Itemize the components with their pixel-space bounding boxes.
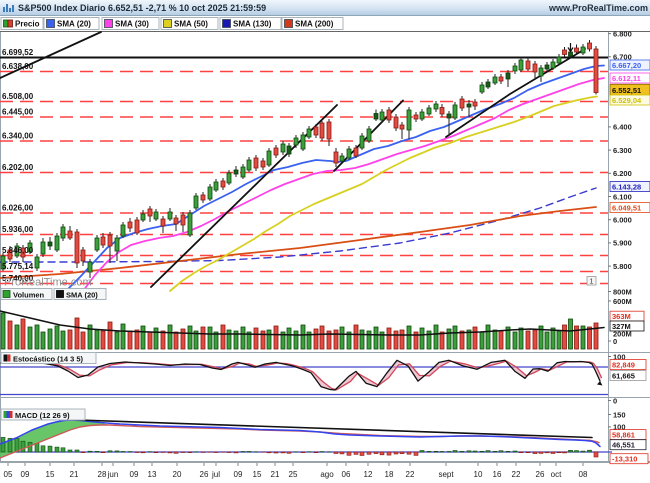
svg-text:6.700: 6.700 — [613, 53, 632, 62]
svg-text:www.ProRealTime.com: www.ProRealTime.com — [548, 3, 648, 13]
svg-text:Estocástico (14 3 5): Estocástico (14 3 5) — [13, 355, 84, 364]
svg-text:SMA (30): SMA (30) — [115, 20, 149, 29]
svg-text:oct: oct — [551, 470, 562, 479]
svg-text:SMA (50): SMA (50) — [174, 20, 208, 29]
svg-text:6.340,00: 6.340,00 — [2, 132, 34, 141]
svg-text:15: 15 — [46, 470, 55, 479]
svg-text:SMA (130): SMA (130) — [233, 20, 272, 29]
svg-text:6.202,00: 6.202,00 — [2, 163, 34, 172]
svg-text:10: 10 — [474, 470, 483, 479]
svg-text:58,861: 58,861 — [612, 431, 635, 440]
svg-text:5.775,14: 5.775,14 — [2, 262, 34, 271]
svg-text:5.936,00: 5.936,00 — [2, 225, 34, 234]
svg-text:Volumen: Volumen — [13, 291, 45, 300]
svg-text:MACD (12 26 9): MACD (12 26 9) — [15, 411, 70, 420]
svg-text:0: 0 — [613, 337, 617, 346]
svg-text:-13,310: -13,310 — [612, 455, 637, 464]
svg-text:25: 25 — [289, 470, 298, 479]
svg-text:6.026,00: 6.026,00 — [2, 204, 34, 213]
svg-text:6.100: 6.100 — [613, 192, 632, 201]
svg-text:82,849: 82,849 — [612, 361, 635, 370]
svg-text:12: 12 — [364, 470, 373, 479]
svg-text:6.200: 6.200 — [613, 169, 632, 178]
svg-text:6.445,00: 6.445,00 — [2, 108, 34, 117]
svg-text:09: 09 — [234, 470, 243, 479]
svg-text:16: 16 — [493, 470, 502, 479]
svg-text:6.400: 6.400 — [613, 123, 632, 132]
svg-text:15: 15 — [253, 470, 262, 479]
svg-text:6.612,11: 6.612,11 — [612, 74, 641, 83]
svg-text:200M: 200M — [613, 329, 632, 338]
svg-text:sept: sept — [438, 470, 454, 479]
svg-text:S&P500 Index Diario 6.652,51 -: S&P500 Index Diario 6.652,51 -2,71 % 10 … — [18, 3, 266, 13]
svg-text:08: 08 — [579, 470, 588, 479]
svg-text:ProRealTime.com: ProRealTime.com — [4, 277, 92, 289]
svg-text:600M: 600M — [613, 297, 632, 306]
svg-text:5.740,00: 5.740,00 — [2, 274, 34, 283]
svg-text:61,665: 61,665 — [612, 372, 635, 381]
svg-text:6.667,20: 6.667,20 — [612, 61, 641, 70]
svg-text:0: 0 — [613, 396, 617, 405]
svg-text:6.699,52: 6.699,52 — [2, 48, 34, 57]
svg-text:6.638,00: 6.638,00 — [2, 62, 34, 71]
svg-text:46,551: 46,551 — [612, 441, 635, 450]
svg-text:20: 20 — [173, 470, 182, 479]
svg-text:22: 22 — [512, 470, 521, 479]
svg-text:327M: 327M — [612, 322, 631, 331]
svg-text:jun: jun — [107, 470, 119, 479]
svg-text:100: 100 — [613, 423, 626, 432]
svg-text:SMA (20): SMA (20) — [57, 20, 91, 29]
svg-text:6.529,04: 6.529,04 — [612, 96, 642, 105]
svg-text:363M: 363M — [612, 312, 631, 321]
svg-text:26: 26 — [200, 470, 209, 479]
svg-text:22: 22 — [406, 470, 415, 479]
svg-text:jul: jul — [211, 470, 220, 479]
svg-text:09: 09 — [130, 470, 139, 479]
svg-text:09: 09 — [21, 470, 30, 479]
svg-text:6.508,00: 6.508,00 — [2, 92, 34, 101]
svg-text:6.300: 6.300 — [613, 146, 632, 155]
svg-text:6.552,51: 6.552,51 — [612, 86, 641, 95]
svg-text:SMA (200): SMA (200) — [295, 20, 334, 29]
svg-text:21: 21 — [70, 470, 79, 479]
svg-text:ago: ago — [320, 470, 334, 479]
svg-text:150: 150 — [613, 410, 626, 419]
svg-text:18: 18 — [385, 470, 394, 479]
svg-text:6.049,51: 6.049,51 — [612, 204, 641, 213]
svg-text:26: 26 — [536, 470, 545, 479]
svg-text:21: 21 — [271, 470, 280, 479]
svg-text:100: 100 — [613, 352, 626, 361]
svg-text:28: 28 — [98, 470, 107, 479]
svg-text:6.800: 6.800 — [613, 29, 632, 38]
svg-text:Precio: Precio — [15, 20, 40, 29]
svg-text:SMA (20): SMA (20) — [66, 291, 98, 300]
svg-text:800M: 800M — [613, 287, 632, 296]
svg-text:5.800: 5.800 — [613, 262, 632, 271]
svg-text:13: 13 — [148, 470, 157, 479]
svg-text:6.143,28: 6.143,28 — [612, 183, 641, 192]
svg-text:06: 06 — [342, 470, 351, 479]
svg-text:5.900: 5.900 — [613, 239, 632, 248]
svg-text:05: 05 — [4, 470, 13, 479]
svg-text:1: 1 — [590, 279, 594, 286]
svg-text:6.000: 6.000 — [613, 216, 632, 225]
svg-text:5.846,00: 5.846,00 — [2, 246, 34, 255]
